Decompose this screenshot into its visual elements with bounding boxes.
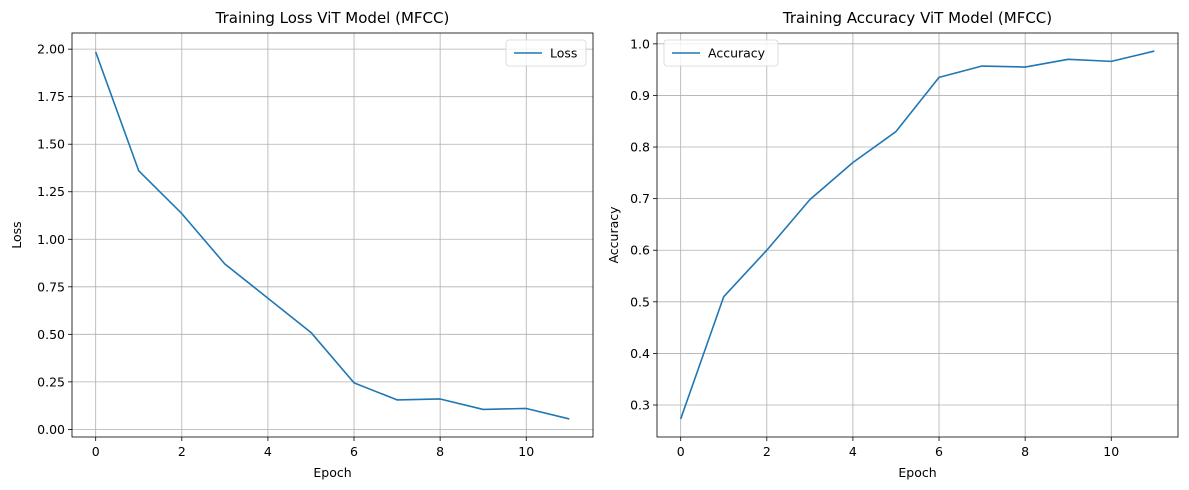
accuracy-y-tick-label: 0.3 <box>630 398 650 413</box>
accuracy-y-tick-label: 0.9 <box>630 88 650 103</box>
loss-series-line <box>94 51 570 420</box>
loss-y-axis-label: Loss <box>9 221 24 248</box>
accuracy-x-tick-label: 2 <box>763 444 771 459</box>
accuracy-axes-frame <box>656 32 1179 438</box>
loss-legend-label: Loss <box>550 46 577 61</box>
loss-legend: Loss <box>505 39 587 67</box>
loss-y-tick-label: 1.75 <box>37 89 65 104</box>
loss-chart: 0 2 4 6 8 10 0.00 0.25 0.50 0.75 1.00 1.25 1.50 1.75 2… <box>9 9 594 480</box>
accuracy-legend-label: Accuracy <box>708 46 766 61</box>
loss-x-tick-label: 10 <box>518 444 534 459</box>
loss-y-tick-label: 0.50 <box>37 327 65 342</box>
loss-axes-frame <box>71 32 594 438</box>
accuracy-y-tick-label: 0.6 <box>630 243 650 258</box>
loss-y-tick-label: 1.00 <box>37 232 65 247</box>
accuracy-legend: Accuracy <box>663 39 779 67</box>
accuracy-series-line <box>679 50 1155 420</box>
accuracy-y-tick-label: 0.8 <box>630 140 650 155</box>
loss-x-axis-label: Epoch <box>313 465 351 480</box>
loss-y-tick-label: 0.25 <box>37 374 65 389</box>
loss-x-tick-label: 2 <box>178 444 186 459</box>
loss-legend-box <box>505 39 587 67</box>
loss-x-tick-label: 4 <box>264 444 272 459</box>
accuracy-x-tick-label: 6 <box>935 444 943 459</box>
accuracy-legend-box <box>663 39 779 67</box>
accuracy-x-tick-label: 0 <box>677 444 685 459</box>
accuracy-x-axis-label: Epoch <box>898 465 936 480</box>
accuracy-y-tick-label: 0.5 <box>630 294 650 309</box>
loss-y-tick-label: 1.25 <box>37 184 65 199</box>
accuracy-chart-title: Training Accuracy ViT Model (MFCC) <box>782 9 1052 27</box>
accuracy-x-tick-label: 10 <box>1103 444 1119 459</box>
accuracy-y-axis-label: Accuracy <box>606 206 621 264</box>
accuracy-y-tick-label: 0.7 <box>630 191 650 206</box>
accuracy-chart: 0 2 4 6 8 10 0.3 0.4 0.5 0.6 0.7 0.8 0.9 1.0 Training … <box>606 9 1179 480</box>
accuracy-x-tick-label: 8 <box>1021 444 1029 459</box>
loss-y-tick-label: 1.50 <box>37 137 65 152</box>
loss-y-tick-label: 0.75 <box>37 279 65 294</box>
accuracy-y-tick-label: 1.0 <box>630 36 650 51</box>
loss-x-tick-label: 6 <box>350 444 358 459</box>
accuracy-x-tick-label: 4 <box>849 444 857 459</box>
accuracy-y-tick-label: 0.4 <box>630 346 650 361</box>
loss-x-tick-label: 0 <box>92 444 100 459</box>
loss-x-tick-label: 8 <box>436 444 444 459</box>
loss-chart-title: Training Loss ViT Model (MFCC) <box>215 9 450 27</box>
loss-y-tick-label: 2.00 <box>37 42 65 57</box>
loss-y-tick-label: 0.00 <box>37 422 65 437</box>
